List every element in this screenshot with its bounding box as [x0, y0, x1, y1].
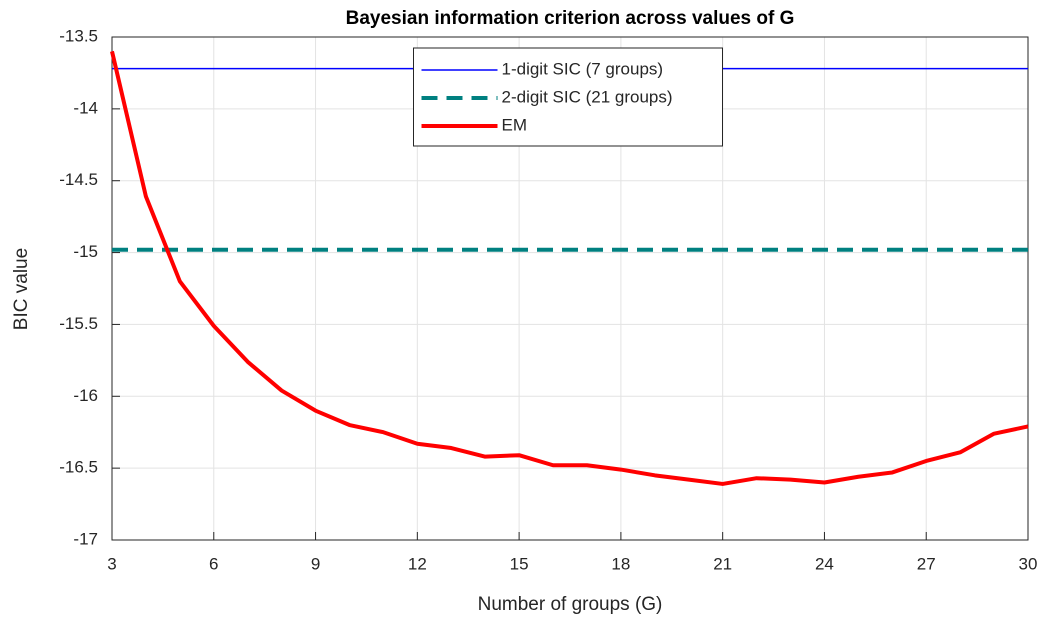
y-axis-label: BIC value — [11, 248, 32, 330]
y-tick-label: -16 — [73, 386, 98, 405]
y-tick-label: -17 — [73, 529, 98, 548]
x-axis-label: Number of groups (G) — [478, 594, 663, 615]
line-series — [110, 50, 1029, 486]
x-tick-label: 15 — [510, 554, 529, 573]
x-tick-label: 30 — [1019, 554, 1038, 573]
x-tick-label: 12 — [408, 554, 427, 573]
legend-label: 1-digit SIC (7 groups) — [502, 59, 664, 78]
x-tick-label: 21 — [713, 554, 732, 573]
y-tick-label: -15 — [73, 242, 98, 261]
y-tick-label: -14 — [73, 98, 98, 117]
x-tick-label: 27 — [917, 554, 936, 573]
y-tick-label: -14.5 — [59, 170, 98, 189]
legend-box — [413, 47, 723, 147]
chart-title: Bayesian information criterion across va… — [346, 8, 795, 29]
legend: 1-digit SIC (7 groups) 2-digit SIC (21 gr… — [413, 47, 723, 147]
legend-label: EM — [502, 115, 528, 134]
x-tick-label: 18 — [611, 554, 630, 573]
x-tick-label: 3 — [107, 554, 116, 573]
axes-box — [111, 36, 1029, 541]
y-tick-label: -13.5 — [59, 26, 98, 45]
y-tick-label: -15.5 — [59, 314, 98, 333]
legend-label: 2-digit SIC (21 groups) — [502, 87, 673, 106]
x-tick-label: 24 — [815, 554, 834, 573]
y-tick-label: -16.5 — [59, 458, 98, 477]
x-tick-label: 9 — [311, 554, 320, 573]
x-tick-label: 6 — [209, 554, 218, 573]
